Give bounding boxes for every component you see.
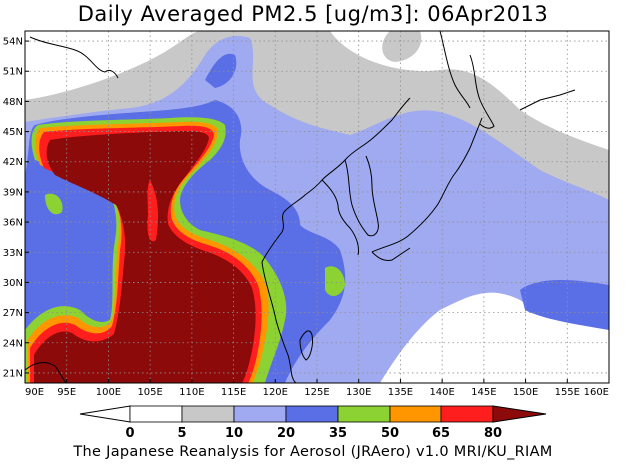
lat-tick-label: 54N: [3, 37, 23, 48]
band-20-35-b: [205, 53, 237, 88]
colorbar-segment: [285, 405, 339, 423]
colorbar-label: 10: [225, 426, 243, 441]
lat-tick-label: 30N: [3, 278, 23, 289]
lat-tick-label: 24N: [3, 338, 23, 349]
lon-tick-label: 155E: [555, 387, 580, 398]
footer-credit: The Japanese Reanalysis for Aerosol (JRA…: [73, 444, 553, 460]
lon-tick-label: 110E: [179, 387, 204, 398]
lon-tick-label: 95E: [57, 387, 76, 398]
lon-tick-label: 100E: [96, 387, 121, 398]
colorbar-label: 65: [432, 426, 450, 441]
latitude-labels: 21N 24N 27N 30N 33N 36N 39N 42N 45N 48N 51N 54N: [3, 37, 29, 379]
colorbar-segment: [129, 405, 183, 423]
colorbar-segment: [181, 405, 235, 423]
band-10-20-islands: [468, 216, 493, 246]
lat-tick-label: 33N: [3, 248, 23, 259]
lat-tick-label: 45N: [3, 127, 23, 138]
lon-tick-label: 90E: [25, 387, 44, 398]
lon-tick-label: 140E: [429, 387, 454, 398]
band-35-50-c: [45, 193, 63, 215]
colorbar-extend-high: [492, 405, 547, 423]
concentration-field: [25, 31, 609, 383]
colorbar-segment: [233, 405, 287, 423]
colorbar-extend-low: [79, 405, 131, 423]
colorbar-label: 5: [177, 426, 186, 441]
colorbar-segment: [440, 405, 494, 423]
colorbar-segment: [337, 405, 391, 423]
lat-tick-label: 27N: [3, 308, 23, 319]
lon-tick-label: 115E: [221, 387, 246, 398]
lat-tick-label: 21N: [3, 368, 23, 379]
band-35-50-b: [325, 266, 345, 297]
graticule: [25, 31, 609, 383]
lon-tick-label: 125E: [304, 387, 329, 398]
band-20-35-c: [520, 280, 609, 330]
lat-tick-label: 36N: [3, 218, 23, 229]
colorbar-label: 50: [381, 426, 399, 441]
lon-tick-label: 130E: [346, 387, 371, 398]
lat-tick-label: 51N: [3, 67, 23, 78]
lat-tick-label: 42N: [3, 157, 23, 168]
lat-tick-label: 48N: [3, 97, 23, 108]
lon-tick-label: 150E: [513, 387, 538, 398]
lon-tick-label: 120E: [263, 387, 288, 398]
lon-tick-label: 160E: [584, 387, 609, 398]
colorbar-label: 80: [484, 426, 502, 441]
lat-tick-label: 39N: [3, 187, 23, 198]
coastlines: [25, 31, 576, 383]
colorbar-label: 0: [125, 426, 134, 441]
band-5-10-b: [382, 31, 422, 62]
map-title: Daily Averaged PM2.5 [ug/m3]: 06Apr2013: [77, 2, 549, 26]
colorbar-label: 35: [329, 426, 347, 441]
longitude-labels: 90E 95E 100E 105E 110E 115E 120E 125E 130E 135E 14…: [24, 379, 610, 398]
colorbar: 0 5 10 20 35 50 65 80: [79, 405, 547, 441]
lon-tick-label: 145E: [471, 387, 496, 398]
lon-tick-label: 105E: [137, 387, 162, 398]
colorbar-label: 20: [277, 426, 295, 441]
colorbar-segment: [389, 405, 442, 423]
band-80-plus: [34, 131, 256, 383]
lon-tick-label: 135E: [388, 387, 413, 398]
